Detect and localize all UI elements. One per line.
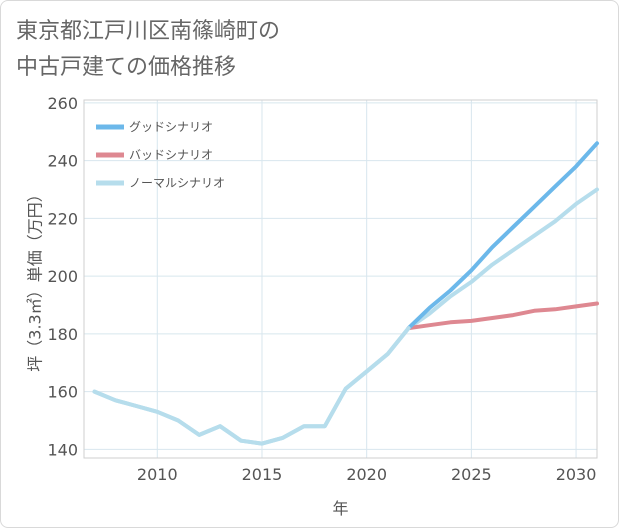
y-tick-label-5: 240 xyxy=(47,152,78,171)
y-tick-label-3: 200 xyxy=(47,267,78,286)
x-tick-label-2: 2020 xyxy=(346,465,387,484)
legend-label-2: ノーマルシナリオ xyxy=(129,176,225,190)
legend-label-0: グッドシナリオ xyxy=(129,120,213,134)
chart-title: 東京都江戸川区南篠崎町の 中古戸建ての価格推移 xyxy=(16,14,606,86)
y-tick-label-6: 260 xyxy=(47,94,78,113)
x-tick-label-0: 2010 xyxy=(137,465,178,484)
series-line-0 xyxy=(406,141,599,331)
x-tick-label-3: 2025 xyxy=(451,465,492,484)
x-axis-label: 年 xyxy=(332,499,348,518)
y-tick-label-0: 140 xyxy=(47,440,78,459)
y-tick-label-1: 160 xyxy=(47,383,78,402)
y-tick-label-2: 180 xyxy=(47,325,78,344)
plot-border xyxy=(83,99,598,459)
series-line-1 xyxy=(406,301,599,331)
legend-label-1: バッドシナリオ xyxy=(129,148,213,162)
y-axis-label: 坪（3.3㎡）単価（万円） xyxy=(26,186,45,371)
series-line-2 xyxy=(92,187,599,446)
series-line-2-history xyxy=(92,326,411,446)
x-tick-label-4: 2030 xyxy=(556,465,597,484)
tick-labels: 2010 2015 2020 2025 2030 140 160 180 200 220 240 26… xyxy=(47,94,596,484)
y-tick-label-4: 220 xyxy=(47,209,78,228)
chart-title-line1: 東京都江戸川区南篠崎町の xyxy=(16,19,281,44)
series-group xyxy=(92,141,599,446)
grid-lines xyxy=(84,100,597,458)
x-tick-label-1: 2015 xyxy=(242,465,283,484)
chart-title-line2: 中古戸建ての価格推移 xyxy=(16,55,237,80)
